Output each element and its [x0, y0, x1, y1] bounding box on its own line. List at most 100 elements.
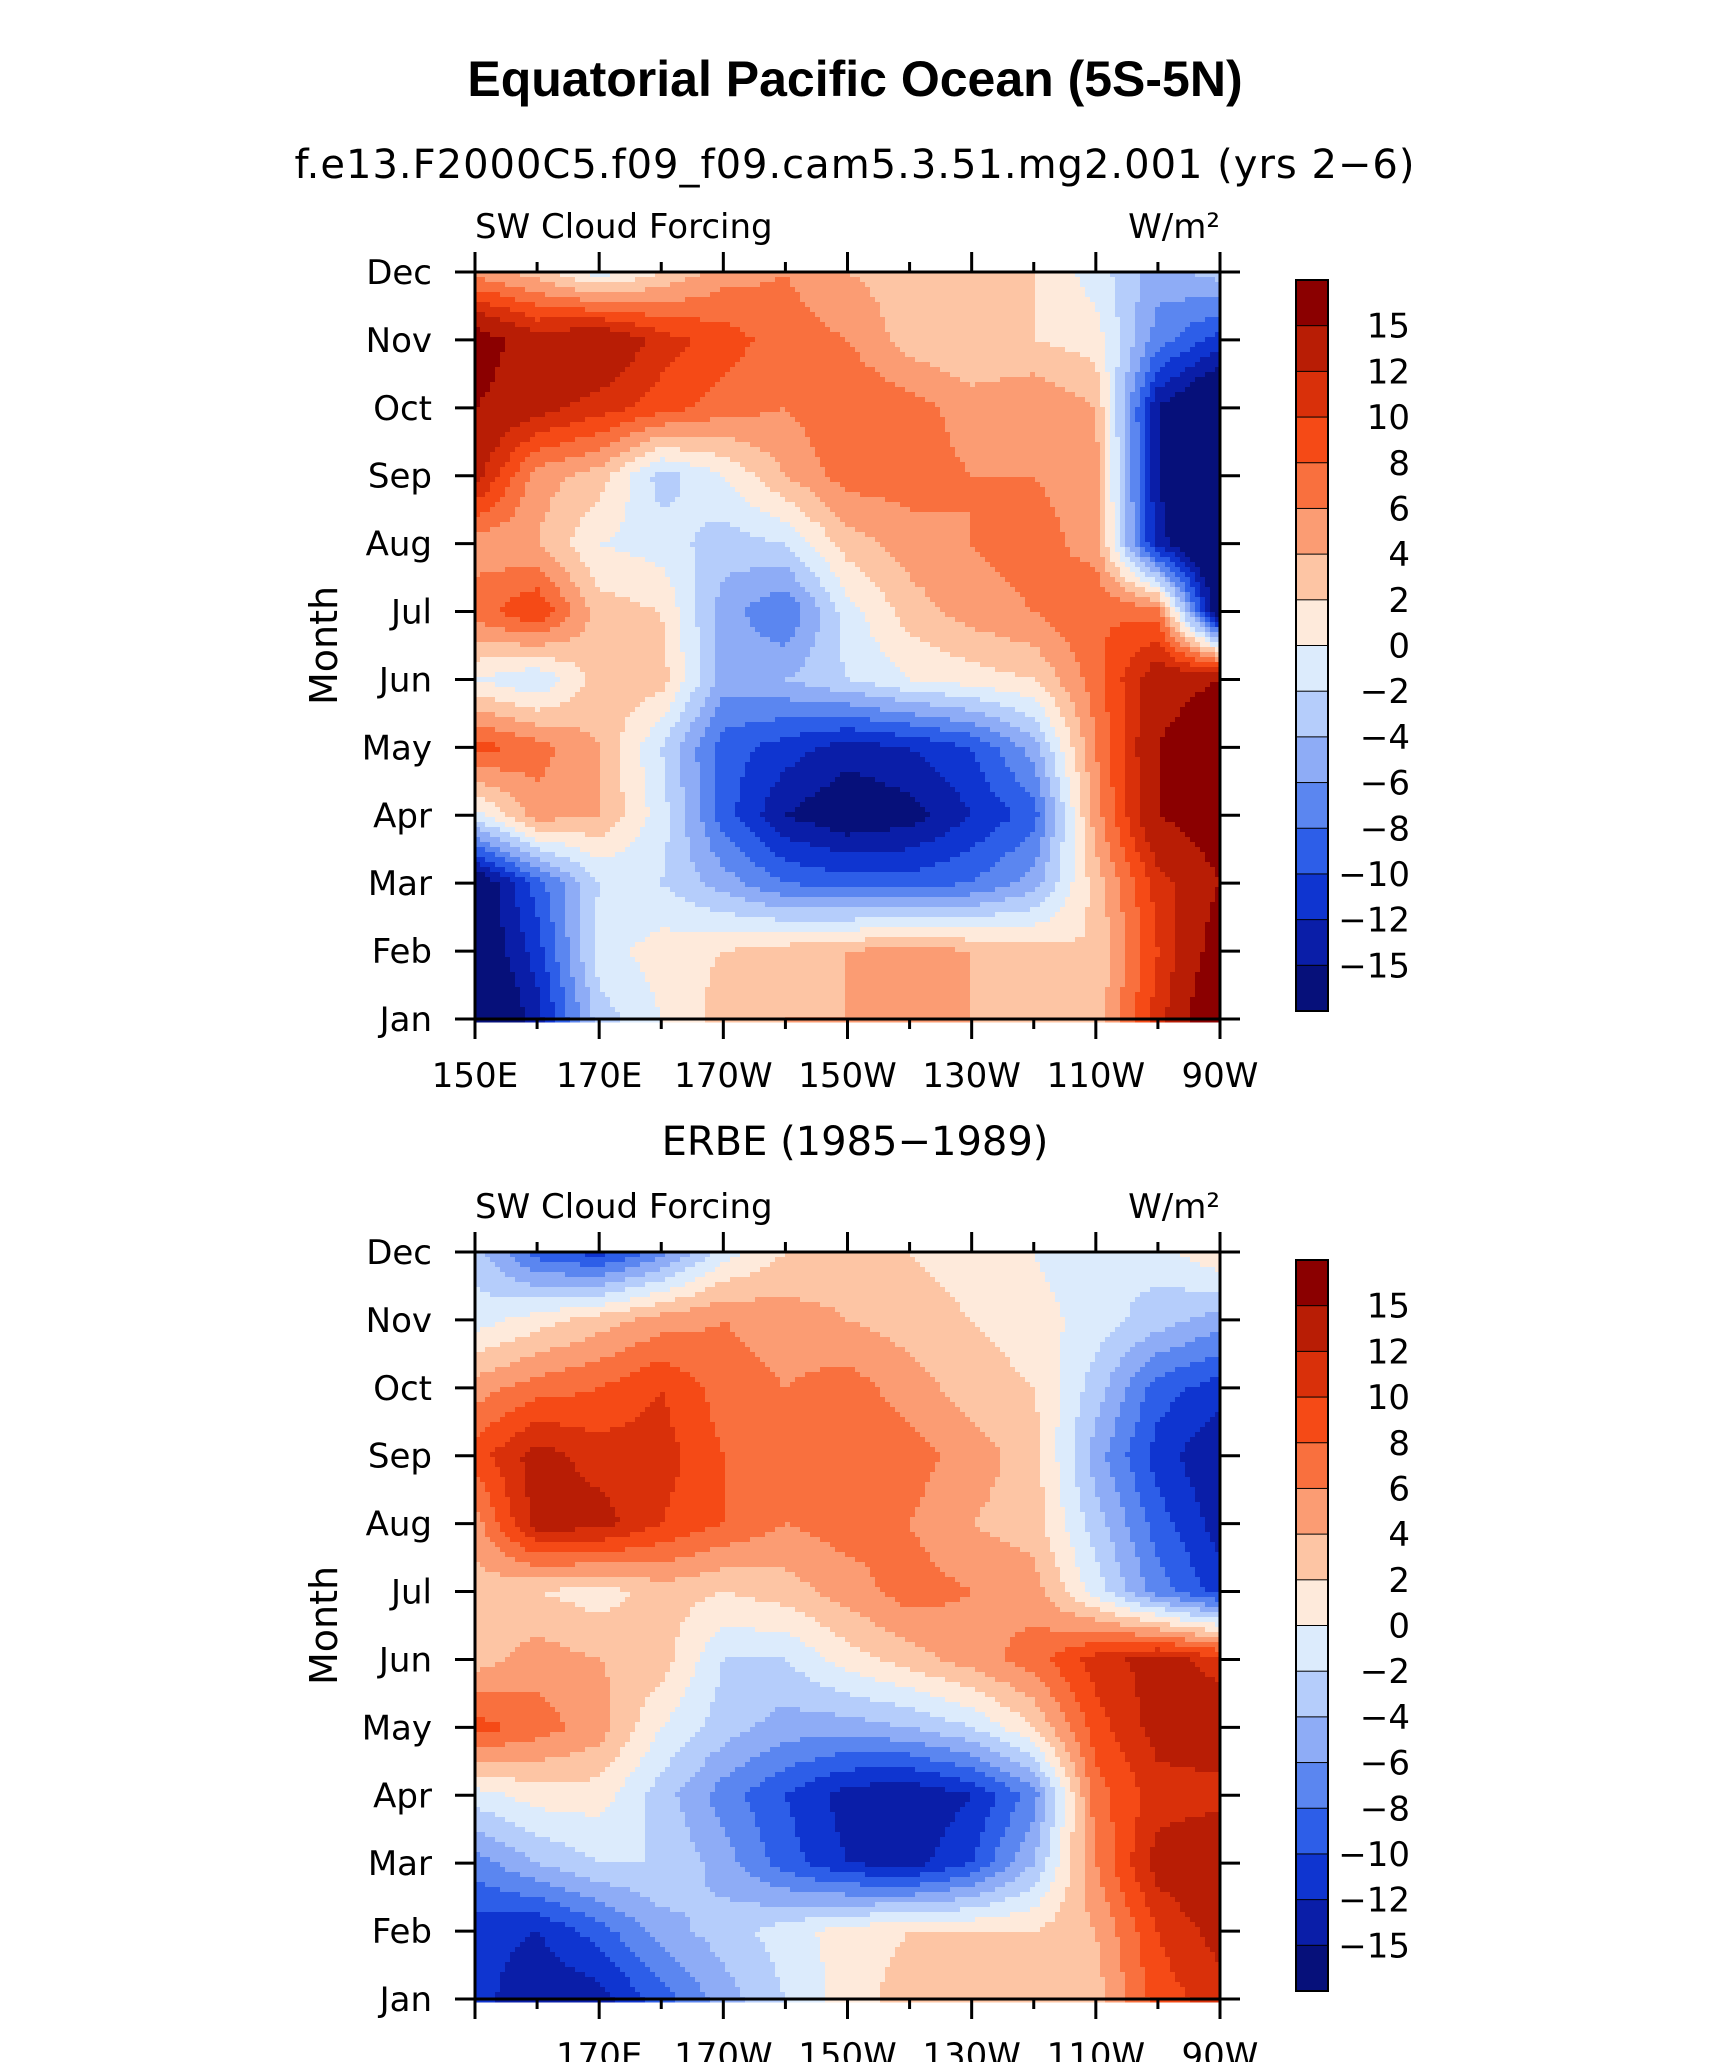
field-cell: [515, 362, 521, 368]
field-cell: [705, 382, 711, 388]
field-cell: [1185, 382, 1191, 388]
field-cell: [1000, 377, 1006, 383]
field-cell: [1130, 412, 1136, 418]
field-cell: [1050, 367, 1056, 373]
field-cell: [1115, 327, 1121, 333]
field-cell: [800, 342, 806, 348]
field-cell: [830, 287, 836, 293]
field-cell: [880, 367, 886, 373]
field-cell: [535, 322, 541, 328]
field-cell: [820, 347, 826, 353]
field-cell: [1050, 337, 1056, 343]
field-cell: [715, 392, 721, 398]
field-cell: [1175, 367, 1181, 373]
field-cell: [955, 352, 961, 358]
field-cell: [1085, 282, 1091, 288]
field-cell: [885, 342, 891, 348]
field-cell: [480, 312, 486, 318]
field-cell: [990, 402, 996, 408]
field-cell: [960, 287, 966, 293]
field-cell: [965, 367, 971, 373]
field-cell: [1175, 397, 1181, 403]
field-cell: [750, 282, 756, 288]
field-cell: [1100, 357, 1106, 363]
field-cell: [490, 417, 496, 423]
field-cell: [490, 397, 496, 403]
field-cell: [1205, 277, 1211, 283]
field-cell: [1105, 387, 1111, 393]
field-cell: [1125, 277, 1131, 283]
field-cell: [940, 332, 946, 338]
field-cell: [1015, 387, 1021, 393]
field-cell: [1130, 277, 1136, 283]
field-cell: [845, 287, 851, 293]
field-cell: [595, 327, 601, 333]
field-cell: [740, 387, 746, 393]
field-cell: [800, 297, 806, 303]
field-cell: [500, 342, 506, 348]
field-cell: [685, 377, 691, 383]
field-cell: [640, 367, 646, 373]
field-cell: [885, 287, 891, 293]
field-cell: [630, 282, 636, 288]
field-cell: [955, 327, 961, 333]
field-cell: [765, 347, 771, 353]
field-cell: [850, 352, 856, 358]
field-cell: [730, 382, 736, 388]
field-cell: [520, 357, 526, 363]
field-cell: [820, 292, 826, 298]
field-cell: [750, 337, 756, 343]
field-cell: [1185, 402, 1191, 408]
field-cell: [900, 327, 906, 333]
field-cell: [965, 387, 971, 393]
field-cell: [845, 312, 851, 318]
field-cell: [1185, 287, 1191, 293]
field-cell: [815, 402, 821, 408]
field-cell: [985, 357, 991, 363]
field-cell: [995, 367, 1001, 373]
field-cell: [750, 302, 756, 308]
field-cell: [1210, 387, 1216, 393]
field-cell: [615, 297, 621, 303]
field-cell: [1000, 397, 1006, 403]
field-cell: [600, 352, 606, 358]
field-cell: [545, 322, 551, 328]
field-cell: [1205, 312, 1211, 318]
field-cell: [555, 347, 561, 353]
field-cell: [910, 407, 916, 413]
field-cell: [1140, 407, 1146, 413]
field-cell: [925, 352, 931, 358]
field-cell: [1105, 412, 1111, 418]
field-cell: [1075, 312, 1081, 318]
field-cell: [1140, 372, 1146, 378]
field-cell: [580, 302, 586, 308]
field-cell: [1015, 302, 1021, 308]
field-cell: [760, 277, 766, 283]
field-cell: [885, 362, 891, 368]
field-cell: [1140, 302, 1146, 308]
field-cell: [845, 307, 851, 313]
field-cell: [630, 342, 636, 348]
field-cell: [645, 367, 651, 373]
field-cell: [1090, 277, 1096, 283]
field-cell: [1035, 352, 1041, 358]
field-cell: [1040, 352, 1046, 358]
field-cell: [590, 357, 596, 363]
field-cell: [500, 337, 506, 343]
field-cell: [735, 357, 741, 363]
field-cell: [790, 342, 796, 348]
field-cell: [875, 282, 881, 288]
field-cell: [695, 412, 701, 418]
field-cell: [960, 342, 966, 348]
field-cell: [605, 372, 611, 378]
field-cell: [555, 407, 561, 413]
field-cell: [660, 372, 666, 378]
field-cell: [855, 287, 861, 293]
field-cell: [665, 327, 671, 333]
field-cell: [945, 322, 951, 328]
field-cell: [530, 387, 536, 393]
field-cell: [535, 312, 541, 318]
field-cell: [595, 387, 601, 393]
field-cell: [735, 282, 741, 288]
field-cell: [1145, 342, 1151, 348]
